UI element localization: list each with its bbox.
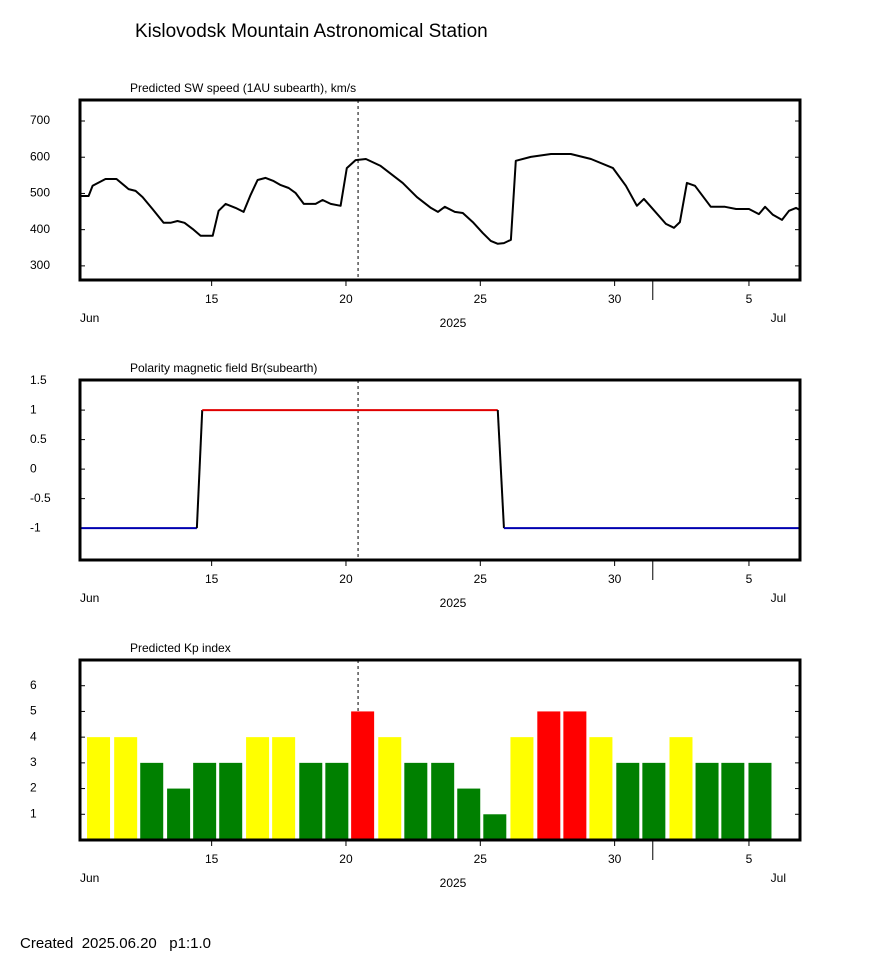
kp-bar xyxy=(563,711,587,840)
kp-bar xyxy=(140,762,164,840)
x-tick-label: 30 xyxy=(608,292,622,306)
y-tick-label: 500 xyxy=(30,186,50,200)
kp-bar xyxy=(695,762,719,840)
polarity-segment xyxy=(195,410,204,529)
kp-bar xyxy=(669,737,693,840)
kp-bar xyxy=(378,737,402,840)
chart-title: Predicted SW speed (1AU subearth), km/s xyxy=(130,81,356,95)
y-tick-label: 600 xyxy=(30,149,50,163)
kp-bar xyxy=(642,762,666,840)
y-tick-label: 1 xyxy=(30,806,37,820)
x-tick-label: 5 xyxy=(746,572,753,586)
page-title: Kislovodsk Mountain Astronomical Station xyxy=(135,21,488,42)
speed-line xyxy=(80,153,801,245)
x-tick-label: 30 xyxy=(608,852,622,866)
y-tick-label: 3 xyxy=(30,755,37,769)
chart-title: Predicted Kp index xyxy=(130,641,231,655)
y-tick-label: 0 xyxy=(30,461,37,475)
kp-bar xyxy=(219,762,243,840)
kp-bar xyxy=(537,711,561,840)
plot-frame xyxy=(78,658,802,842)
x-tick-label: 25 xyxy=(474,292,488,306)
y-tick-label: 700 xyxy=(30,113,50,127)
x-axis-label: 2025 xyxy=(440,316,467,330)
kp-bar xyxy=(616,762,640,840)
kp-bar xyxy=(114,737,138,840)
plot-frame xyxy=(78,98,802,282)
y-tick-label: -1 xyxy=(30,520,41,534)
y-tick-label: 1.5 xyxy=(30,373,47,387)
kp-bar xyxy=(167,788,191,840)
month-label: Jul xyxy=(771,871,786,885)
kp-bar xyxy=(457,788,481,840)
kp-bar xyxy=(299,762,323,840)
kp-bar xyxy=(87,737,111,840)
plot-frame xyxy=(78,378,802,562)
month-label: Jun xyxy=(80,871,99,885)
kp-bar xyxy=(431,762,455,840)
y-tick-label: 6 xyxy=(30,678,37,692)
month-label: Jul xyxy=(771,311,786,325)
kp-bar xyxy=(589,737,613,840)
y-tick-label: 300 xyxy=(30,258,50,272)
x-tick-label: 20 xyxy=(339,852,353,866)
x-tick-label: 5 xyxy=(746,292,753,306)
kp-bar xyxy=(325,762,349,840)
y-tick-label: 4 xyxy=(30,729,37,743)
y-tick-label: 400 xyxy=(30,222,50,236)
kp-bar xyxy=(246,737,270,840)
y-tick-label: -0.5 xyxy=(30,491,51,505)
kp-bar xyxy=(404,762,428,840)
x-tick-label: 15 xyxy=(205,572,219,586)
y-tick-label: 5 xyxy=(30,704,37,718)
kp-bar xyxy=(721,762,745,840)
y-tick-label: 1 xyxy=(30,402,37,416)
kp-bar xyxy=(510,737,534,840)
kp-bar xyxy=(272,737,296,840)
x-tick-label: 5 xyxy=(746,852,753,866)
x-tick-label: 15 xyxy=(205,852,219,866)
month-label: Jul xyxy=(771,591,786,605)
month-label: Jun xyxy=(80,591,99,605)
kp-bar xyxy=(748,762,772,840)
x-tick-label: 25 xyxy=(474,572,488,586)
x-tick-label: 25 xyxy=(474,852,488,866)
month-label: Jun xyxy=(80,311,99,325)
x-axis-label: 2025 xyxy=(440,876,467,890)
chart-title: Polarity magnetic field Br(subearth) xyxy=(130,361,317,375)
footer: Created 2025.06.20 p1:1.0 xyxy=(20,935,211,952)
x-tick-label: 30 xyxy=(608,572,622,586)
polarity-segment xyxy=(496,410,505,529)
x-axis-label: 2025 xyxy=(440,596,467,610)
x-tick-label: 15 xyxy=(205,292,219,306)
x-tick-label: 20 xyxy=(339,292,353,306)
y-tick-label: 2 xyxy=(30,781,37,795)
kp-bar xyxy=(483,814,507,840)
kp-bar xyxy=(351,711,375,840)
y-tick-label: 0.5 xyxy=(30,432,47,446)
kp-bar xyxy=(193,762,217,840)
x-tick-label: 20 xyxy=(339,572,353,586)
